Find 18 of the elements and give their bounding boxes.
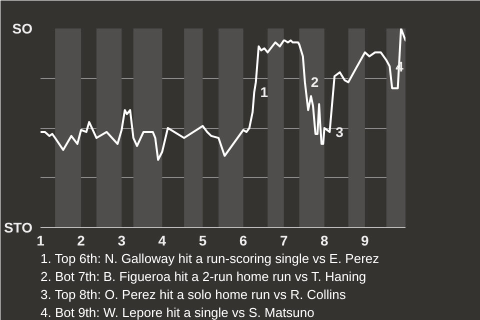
text: SO [12, 20, 33, 36]
x-tick-label: 8 [320, 232, 328, 248]
annotation: 3 [336, 124, 344, 140]
x-tick-label: 3 [118, 232, 126, 248]
x-tick-label: 2 [77, 232, 86, 248]
x-tick-label: 7 [280, 232, 288, 248]
x-tick-label: 6 [239, 232, 248, 248]
text: 4. Bot 9th: W. Lepore hit a single vs S. Matsuno [40, 305, 314, 320]
annotation: 1 [260, 84, 268, 100]
x-tick-label: 1 [36, 232, 45, 248]
x-tick-label: 4 [158, 232, 166, 248]
text: 1. Top 6th: N. Galloway hit a run-scoring single vs E. Perez [40, 251, 380, 266]
annotation: 2 [310, 74, 319, 90]
x-tick-label: 9 [361, 232, 370, 248]
text: STO [4, 220, 33, 236]
text: 2. Bot 7th: B. Figueroa hit a 2-run home run vs T. Haning [40, 269, 366, 284]
text: 3. Top 8th: O. Perez hit a solo home run vs R. Collins [40, 287, 346, 302]
x-tick-label: 5 [198, 232, 207, 248]
